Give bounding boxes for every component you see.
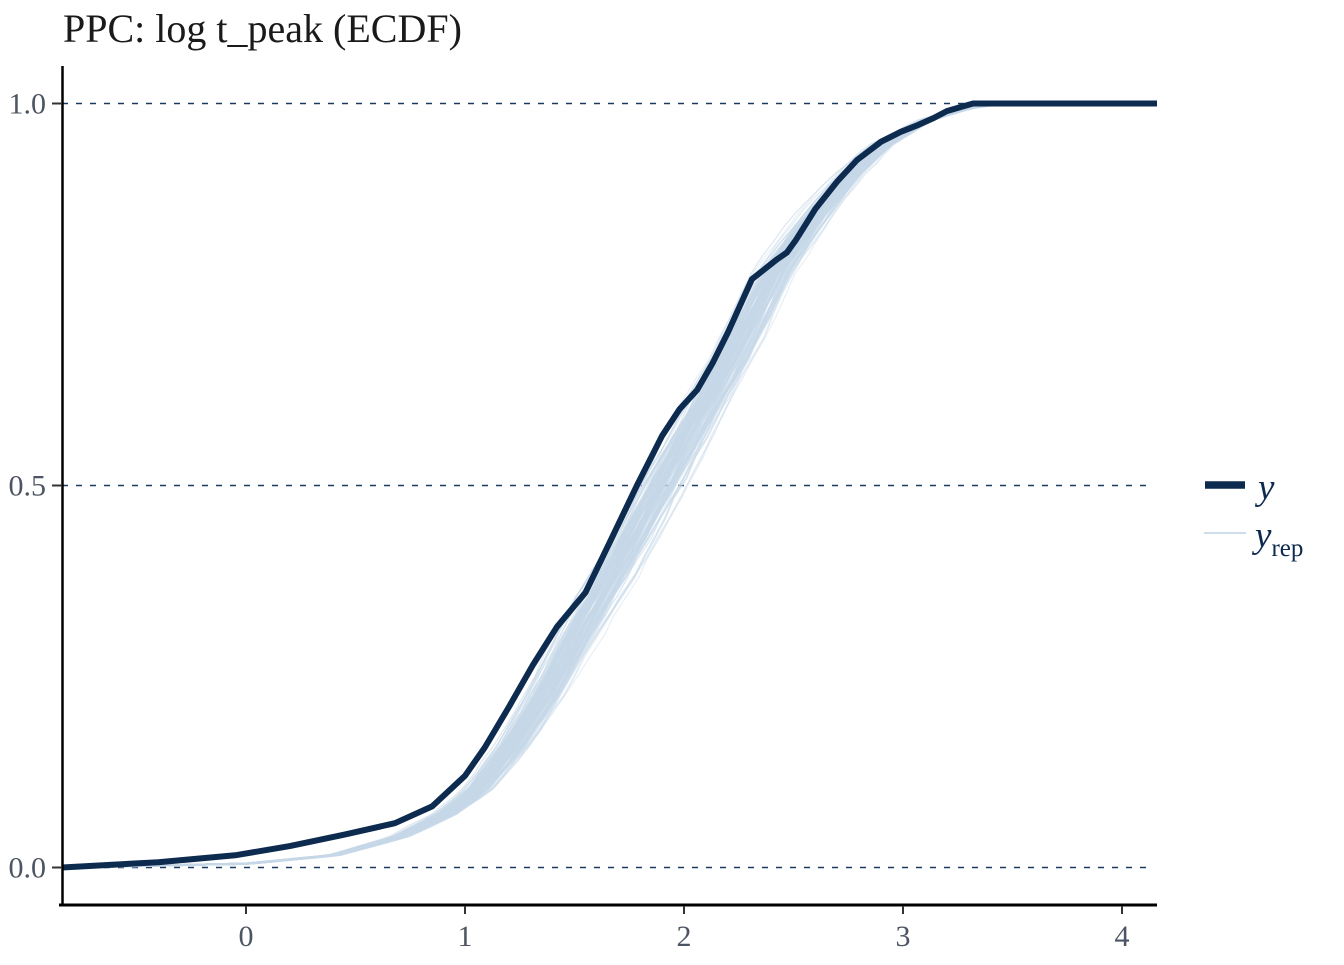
axes (59, 66, 1157, 907)
legend-label-yrep-base: y (1251, 515, 1272, 556)
axis-ticks (52, 102, 1123, 914)
x-tick-label-1: 1 (458, 920, 473, 953)
yrep-ecdf-lines (61, 102, 1157, 869)
y-ecdf-line-group (61, 100, 1157, 871)
x-tick-label-4: 4 (1115, 920, 1130, 953)
y-tick-label-0.0: 0.0 (9, 852, 47, 885)
axis-tick-labels: 0 1 2 3 4 0.0 0.5 1.0 (9, 88, 1130, 954)
y-ecdf-line (61, 100, 1157, 871)
legend-label-y: y (1254, 467, 1275, 508)
legend: y yrep (1204, 467, 1303, 562)
yrep-ecdf-line (61, 102, 1157, 869)
y-tick-label-1.0: 1.0 (9, 88, 47, 121)
y-tick-label-0.5: 0.5 (9, 470, 47, 503)
x-tick-label-3: 3 (896, 920, 911, 953)
legend-label-yrep-sub: rep (1271, 535, 1303, 562)
chart-title: PPC: log t_peak (ECDF) (63, 6, 462, 51)
x-tick-label-2: 2 (677, 920, 692, 953)
x-tick-label-0: 0 (239, 920, 254, 953)
gridlines (62, 102, 1153, 869)
legend-label-yrep: yrep (1251, 515, 1303, 562)
